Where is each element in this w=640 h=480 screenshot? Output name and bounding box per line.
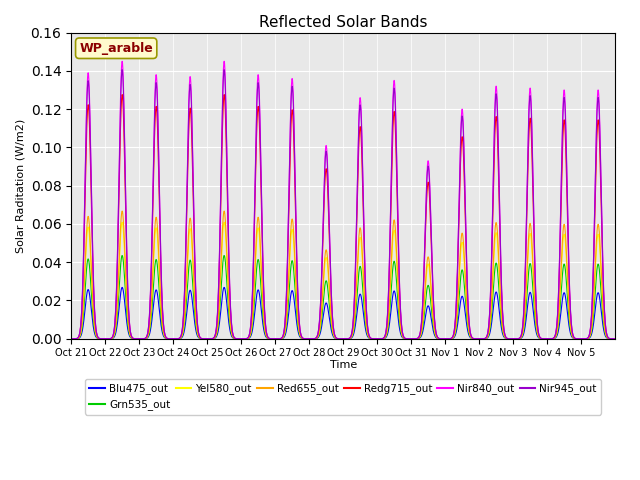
Nir840_out xyxy=(483,335,490,340)
Blu475_out xyxy=(86,296,94,301)
Nir840_out xyxy=(399,332,407,337)
Red655_out xyxy=(276,336,284,342)
Yel580_out xyxy=(483,336,490,341)
Blu475_out xyxy=(483,336,490,341)
Legend: Blu475_out, Grn535_out, Yel580_out, Red655_out, Redg715_out, Nir840_out, Nir945_: Blu475_out, Grn535_out, Yel580_out, Red6… xyxy=(85,379,601,415)
Redg715_out xyxy=(118,92,126,97)
Redg715_out xyxy=(323,172,331,178)
Line: Blu475_out: Blu475_out xyxy=(71,288,615,339)
Nir945_out xyxy=(483,335,490,340)
Yel580_out xyxy=(86,244,94,250)
Grn535_out xyxy=(385,324,392,330)
Blu475_out xyxy=(118,285,126,290)
Line: Yel580_out: Yel580_out xyxy=(71,222,615,339)
Nir945_out xyxy=(276,336,284,341)
Grn535_out xyxy=(276,336,284,342)
Yel580_out xyxy=(399,334,407,340)
Red655_out xyxy=(67,336,75,342)
Y-axis label: Solar Raditation (W/m2): Solar Raditation (W/m2) xyxy=(15,119,25,253)
Yel580_out xyxy=(323,258,331,264)
Blu475_out xyxy=(611,336,619,342)
Yel580_out xyxy=(385,319,392,325)
Nir945_out xyxy=(399,332,407,337)
Blu475_out xyxy=(67,336,75,342)
Grn535_out xyxy=(611,336,619,342)
Red655_out xyxy=(118,208,126,214)
Red655_out xyxy=(483,336,490,341)
Line: Grn535_out: Grn535_out xyxy=(71,255,615,339)
Redg715_out xyxy=(67,336,75,342)
Blu475_out xyxy=(399,335,407,341)
Nir945_out xyxy=(385,298,392,303)
Yel580_out xyxy=(67,336,75,342)
Grn535_out xyxy=(67,336,75,342)
Blu475_out xyxy=(276,336,284,342)
Grn535_out xyxy=(483,336,490,341)
Red655_out xyxy=(385,318,392,324)
Nir840_out xyxy=(67,336,75,342)
Grn535_out xyxy=(86,270,94,276)
Nir945_out xyxy=(86,124,94,130)
Grn535_out xyxy=(118,252,126,258)
Grn535_out xyxy=(399,335,407,340)
X-axis label: Time: Time xyxy=(330,360,356,370)
Nir945_out xyxy=(611,336,619,342)
Red655_out xyxy=(323,250,331,256)
Line: Red655_out: Red655_out xyxy=(71,211,615,339)
Nir945_out xyxy=(67,336,75,342)
Yel580_out xyxy=(118,219,126,225)
Redg715_out xyxy=(611,336,619,342)
Nir945_out xyxy=(323,156,331,161)
Line: Nir945_out: Nir945_out xyxy=(71,70,615,339)
Text: WP_arable: WP_arable xyxy=(79,42,153,55)
Yel580_out xyxy=(276,336,284,342)
Redg715_out xyxy=(399,332,407,338)
Nir945_out xyxy=(118,67,126,72)
Blu475_out xyxy=(385,329,392,335)
Blu475_out xyxy=(323,301,331,307)
Yel580_out xyxy=(611,336,619,342)
Red655_out xyxy=(611,336,619,342)
Redg715_out xyxy=(385,301,392,307)
Nir840_out xyxy=(385,297,392,302)
Nir840_out xyxy=(611,336,619,342)
Title: Reflected Solar Bands: Reflected Solar Bands xyxy=(259,15,428,30)
Red655_out xyxy=(86,236,94,241)
Nir840_out xyxy=(118,59,126,64)
Redg715_out xyxy=(276,336,284,341)
Nir840_out xyxy=(86,118,94,124)
Line: Nir840_out: Nir840_out xyxy=(71,61,615,339)
Nir840_out xyxy=(276,336,284,341)
Redg715_out xyxy=(86,144,94,150)
Red655_out xyxy=(399,334,407,340)
Line: Redg715_out: Redg715_out xyxy=(71,95,615,339)
Nir840_out xyxy=(323,150,331,156)
Redg715_out xyxy=(483,335,490,340)
Grn535_out xyxy=(323,280,331,286)
